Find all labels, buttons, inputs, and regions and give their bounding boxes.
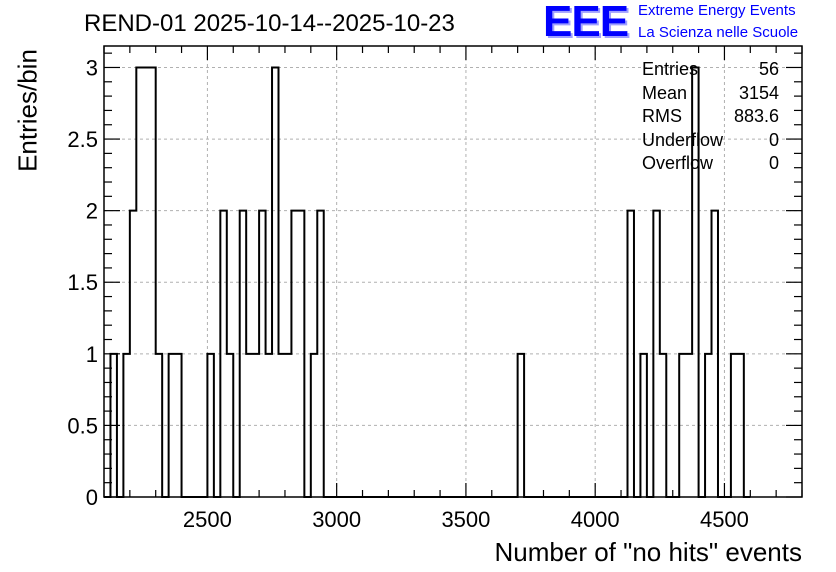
y-tick-label: 3 — [86, 55, 98, 80]
stats-rms: RMS 883.6 — [642, 105, 779, 129]
y-tick-label: 0.5 — [67, 413, 98, 438]
x-tick-label: 4500 — [700, 507, 749, 532]
stats-underflow: Underflow 0 — [642, 129, 779, 153]
y-tick-label: 1 — [86, 342, 98, 367]
chart-title: REND-01 2025-10-14--2025-10-23 — [84, 10, 455, 37]
stats-entries-label: Entries — [642, 59, 699, 79]
y-tick-label: 2.5 — [67, 127, 98, 152]
stats-rms-label: RMS — [642, 106, 682, 126]
stats-mean-value: 3154 — [738, 82, 779, 103]
stats-overflow-value: 0 — [768, 153, 779, 173]
stats-overflow-label: Overflow — [642, 153, 714, 173]
stats-underflow-value: 0 — [768, 129, 779, 150]
x-tick-label: 3500 — [441, 507, 490, 532]
y-tick-label: 1.5 — [67, 270, 98, 295]
y-tick-label: 2 — [86, 199, 98, 224]
stats-box: Entries 56 Mean 3154 RMS 883.6 Underflow… — [642, 58, 779, 176]
x-tick-label: 2500 — [183, 507, 232, 532]
stats-underflow-label: Underflow — [642, 129, 724, 150]
stats-mean-label: Mean — [642, 82, 688, 103]
x-tick-label: 3000 — [312, 507, 361, 532]
stats-rms-value: 883.6 — [733, 106, 779, 126]
eee-logo: EEE — [543, 0, 629, 46]
x-tick-label: 4000 — [571, 507, 620, 532]
stats-overflow: Overflow 0 — [642, 152, 779, 176]
stats-mean: Mean 3154 — [642, 82, 779, 106]
x-axis-label: Number of "no hits" events — [494, 537, 803, 567]
plot-frame — [103, 45, 803, 498]
axis-ticks: 2500 3000 3500 4000 4500 0 0.5 1 1.5 2 2.5 3 — [67, 46, 803, 532]
y-tick-label: 0 — [86, 485, 98, 510]
y-axis-label: Entries/bin — [12, 49, 43, 172]
logo-line-1: Extreme Energy Events — [638, 2, 796, 19]
logo-line-2: La Scienza nelle Scuole — [638, 24, 799, 41]
stats-entries: Entries 56 — [642, 58, 779, 82]
stats-entries-value: 56 — [758, 59, 779, 79]
